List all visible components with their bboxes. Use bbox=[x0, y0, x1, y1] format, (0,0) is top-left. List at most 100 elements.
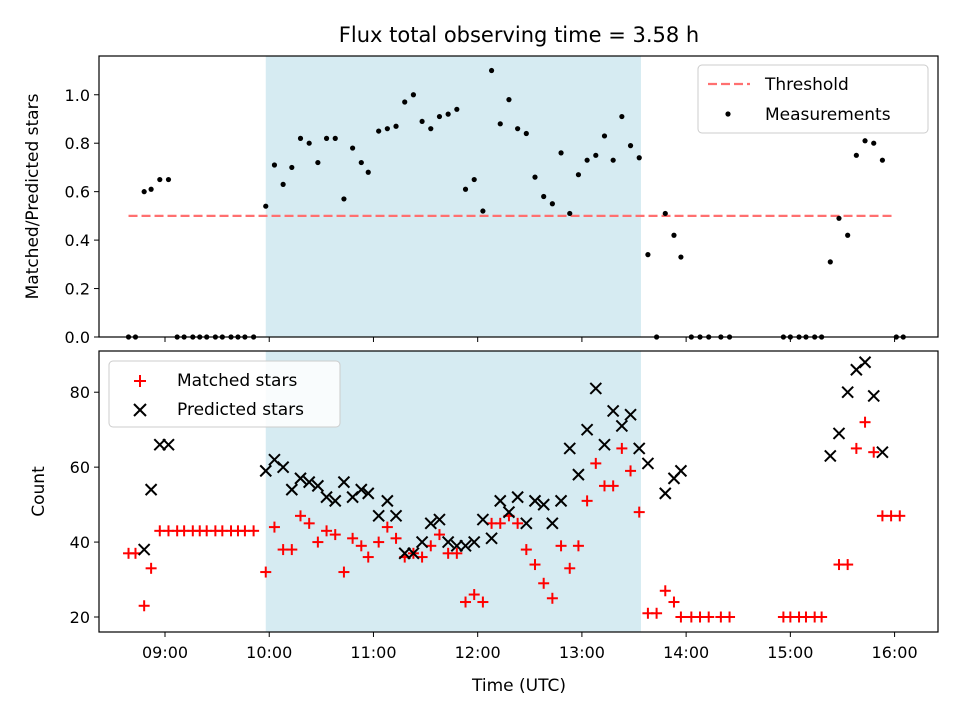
matched-marker bbox=[816, 611, 828, 623]
predicted-marker bbox=[563, 442, 576, 455]
x-tick-label: 11:00 bbox=[350, 643, 396, 662]
measurement-point bbox=[836, 215, 842, 221]
matched-marker bbox=[850, 442, 862, 454]
measurement-point bbox=[619, 113, 625, 120]
predicted-marker bbox=[320, 490, 333, 504]
ratio-legend-box bbox=[697, 64, 929, 134]
measurement-point bbox=[402, 99, 408, 105]
matched-marker bbox=[390, 532, 402, 544]
measurement-point bbox=[879, 157, 886, 163]
measurement-point bbox=[567, 210, 573, 217]
predicted-marker bbox=[355, 483, 368, 496]
matched-marker bbox=[546, 592, 558, 604]
measurement-point bbox=[480, 208, 486, 214]
matched-marker bbox=[303, 517, 315, 529]
predicted-marker bbox=[259, 464, 272, 478]
x-tick-label: 15:00 bbox=[767, 643, 813, 662]
matched-marker bbox=[659, 585, 671, 597]
measurement-point bbox=[315, 159, 321, 166]
predicted-marker bbox=[337, 475, 351, 489]
matched-marker bbox=[338, 566, 350, 578]
legend-measurements-label: Measurements bbox=[765, 105, 891, 125]
predicted-marker bbox=[389, 509, 403, 523]
measurement-point bbox=[419, 118, 425, 125]
predicted-marker bbox=[659, 487, 672, 500]
predicted-marker bbox=[162, 438, 175, 451]
matched-marker bbox=[520, 544, 532, 556]
predicted-marker bbox=[433, 513, 446, 526]
matched-marker bbox=[529, 559, 541, 571]
measurement-point bbox=[541, 193, 547, 200]
measurement-point bbox=[306, 140, 312, 146]
predicted-marker bbox=[294, 472, 307, 485]
predicted-marker bbox=[441, 535, 455, 549]
predicted-marker bbox=[467, 535, 481, 549]
measurement-point bbox=[365, 169, 371, 175]
count-axes-frame bbox=[98, 350, 939, 633]
matched-marker bbox=[321, 525, 333, 537]
predicted-marker bbox=[144, 483, 158, 496]
ratio-panel-y-axis: 0.0 0.2 0.4 0.6 0.8 1.0 bbox=[65, 86, 99, 347]
measurement-point bbox=[532, 174, 538, 180]
measurement-point bbox=[853, 152, 859, 158]
predicted-marker bbox=[606, 404, 620, 418]
ratio-panel-y-label: Matched/Predicted stars bbox=[23, 93, 43, 299]
predicted-marker bbox=[824, 449, 837, 463]
count-panel-y-label: Count bbox=[29, 466, 49, 517]
measurement-point bbox=[593, 152, 599, 158]
matched-marker bbox=[512, 517, 524, 529]
measurement-point bbox=[636, 155, 642, 161]
measurement-point bbox=[332, 135, 338, 141]
measurement-point bbox=[384, 126, 390, 132]
matched-marker bbox=[572, 540, 584, 552]
measurement-point bbox=[601, 133, 608, 139]
measurement-point bbox=[488, 67, 495, 74]
measurement-point bbox=[845, 232, 851, 238]
predicted-marker bbox=[424, 517, 437, 530]
x-axis-label: Time (UTC) bbox=[471, 676, 566, 696]
predicted-marker bbox=[615, 419, 629, 433]
matched-marker bbox=[294, 510, 306, 522]
matched-marker bbox=[859, 416, 871, 428]
matched-marker bbox=[355, 540, 367, 552]
predicted-marker bbox=[633, 442, 646, 455]
matched-marker bbox=[625, 465, 637, 477]
predicted-marker bbox=[598, 438, 611, 451]
predicted-marker bbox=[362, 487, 375, 500]
measurement-point bbox=[376, 128, 382, 134]
predicted-marker bbox=[841, 386, 854, 399]
predicted-marker bbox=[329, 494, 342, 508]
predicted-marker bbox=[572, 468, 585, 481]
matched-marker bbox=[724, 611, 736, 623]
matched-marker bbox=[248, 525, 260, 537]
predicted-marker bbox=[381, 494, 394, 508]
measurement-point bbox=[827, 259, 833, 265]
matched-marker bbox=[477, 596, 489, 608]
legend-predicted-label: Predicted stars bbox=[177, 400, 304, 420]
measurement-point bbox=[497, 121, 503, 127]
ratio-panel: 0.0 0.2 0.4 0.6 0.8 1.0 Matched/Predicted sta… bbox=[23, 55, 939, 347]
matched-marker bbox=[468, 589, 480, 601]
measurement-point bbox=[584, 157, 590, 163]
measurement-point bbox=[341, 196, 347, 202]
measurement-point bbox=[506, 97, 512, 103]
measurement-point bbox=[662, 210, 668, 217]
measurement-point bbox=[610, 157, 616, 163]
predicted-marker bbox=[476, 513, 490, 526]
predicted-marker bbox=[485, 532, 498, 545]
predicted-marker bbox=[415, 535, 429, 549]
measurement-point bbox=[428, 126, 434, 132]
matched-marker bbox=[633, 506, 645, 518]
predicted-marker bbox=[641, 457, 655, 470]
predicted-marker bbox=[311, 479, 325, 493]
ratio-y-tick-label: 1.0 bbox=[65, 86, 90, 105]
predicted-marker bbox=[302, 475, 316, 489]
predicted-marker bbox=[580, 423, 594, 436]
measurement-point bbox=[157, 176, 163, 183]
ratio-panel-background bbox=[265, 56, 641, 337]
x-tick-label: 14:00 bbox=[663, 643, 709, 662]
measurement-point bbox=[575, 172, 582, 178]
measurement-point bbox=[454, 106, 460, 112]
x-tick-label: 16:00 bbox=[872, 643, 918, 662]
